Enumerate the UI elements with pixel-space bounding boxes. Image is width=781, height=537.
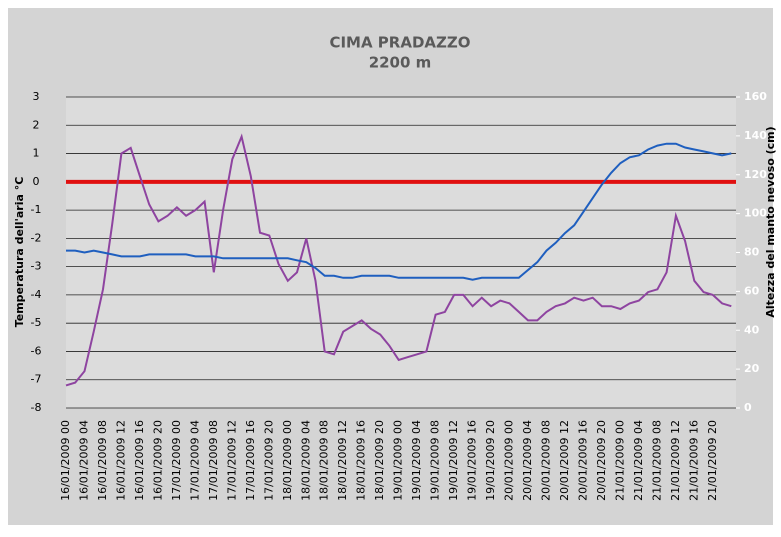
x-tick-label: 19/01/2009 16 (466, 420, 479, 501)
x-tick-label: 20/01/2009 20 (595, 420, 608, 501)
x-tick-label: 20/01/2009 08 (540, 420, 553, 501)
y-tick-label: -2 (31, 231, 42, 244)
x-tick-label: 20/01/2009 12 (558, 420, 571, 501)
series-line (66, 142, 732, 281)
x-tick-label: 19/01/2009 04 (410, 420, 423, 501)
y2-tick-label: 80 (744, 246, 760, 259)
x-tick-label: 20/01/2009 04 (521, 420, 534, 501)
x-tick-label: 17/01/2009 04 (188, 420, 201, 501)
y2-tick-label: 0 (744, 401, 752, 414)
x-tick-label: 19/01/2009 20 (484, 420, 497, 501)
x-tick-label: 16/01/2009 16 (133, 420, 146, 501)
chart-subtitle: 2200 m (369, 54, 432, 72)
y2-tick-label: 120 (744, 168, 767, 181)
y-axis-label: Temperatura dell'aria °C (13, 177, 26, 328)
y-tick-label: -6 (31, 344, 42, 357)
y-tick-label: -1 (31, 203, 42, 216)
x-tick-label: 18/01/2009 08 (318, 420, 331, 501)
x-tick-label: 16/01/2009 04 (77, 420, 90, 501)
y2-tick-label: 160 (744, 90, 767, 103)
plot-area (66, 97, 736, 408)
y-tick-label: -7 (31, 373, 42, 386)
series-line (65, 133, 732, 387)
y-tick-label: -4 (31, 288, 42, 301)
x-tick-label: 19/01/2009 08 (429, 420, 442, 501)
x-tick-label: 20/01/2009 00 (503, 420, 516, 501)
y2-tick-label: 60 (744, 284, 760, 297)
x-tick-label: 17/01/2009 00 (170, 420, 183, 501)
x-tick-label: 21/01/2009 12 (669, 420, 682, 501)
x-tick-label: 21/01/2009 04 (632, 420, 645, 501)
x-tick-label: 21/01/2009 16 (687, 420, 700, 501)
y2-tick-label: 100 (744, 207, 767, 220)
y-tick-label: -8 (31, 401, 42, 414)
x-tick-label: 18/01/2009 00 (281, 420, 294, 501)
y-tick-label: 2 (33, 118, 40, 131)
y2-tick-label: 20 (744, 362, 760, 375)
x-tick-label: 18/01/2009 20 (373, 420, 386, 501)
x-tick-label: 21/01/2009 00 (613, 420, 626, 501)
y2-tick-label: 40 (744, 323, 760, 336)
y2-axis-label: Altezza del manto nevoso (cm) (764, 126, 777, 317)
chart-title: CIMA PRADAZZO (329, 34, 470, 52)
x-tick-label: 17/01/2009 16 (244, 420, 257, 501)
x-tick-label: 19/01/2009 12 (447, 420, 460, 501)
x-tick-label: 18/01/2009 16 (355, 420, 368, 501)
x-tick-label: 16/01/2009 12 (114, 420, 127, 501)
x-tick-label: 21/01/2009 08 (650, 420, 663, 501)
y-tick-label: -3 (31, 260, 42, 273)
x-tick-label: 16/01/2009 08 (96, 420, 109, 501)
x-tick-label: 18/01/2009 04 (299, 420, 312, 501)
x-tick-label: 16/01/2009 20 (151, 420, 164, 501)
y-tick-label: -5 (31, 316, 42, 329)
y-tick-label: 0 (33, 175, 40, 188)
y2-tick-label: 140 (744, 129, 767, 142)
x-tick-label: 21/01/2009 20 (706, 420, 719, 501)
x-tick-label: 17/01/2009 12 (225, 420, 238, 501)
x-tick-label: 19/01/2009 00 (392, 420, 405, 501)
x-tick-label: 17/01/2009 20 (262, 420, 275, 501)
x-tick-label: 20/01/2009 16 (576, 420, 589, 501)
x-tick-label: 18/01/2009 12 (336, 420, 349, 501)
x-tick-label: 17/01/2009 08 (207, 420, 220, 501)
x-tick-label: 16/01/2009 00 (59, 420, 72, 501)
y-tick-label: 1 (33, 147, 40, 160)
y-tick-label: 3 (33, 90, 40, 103)
